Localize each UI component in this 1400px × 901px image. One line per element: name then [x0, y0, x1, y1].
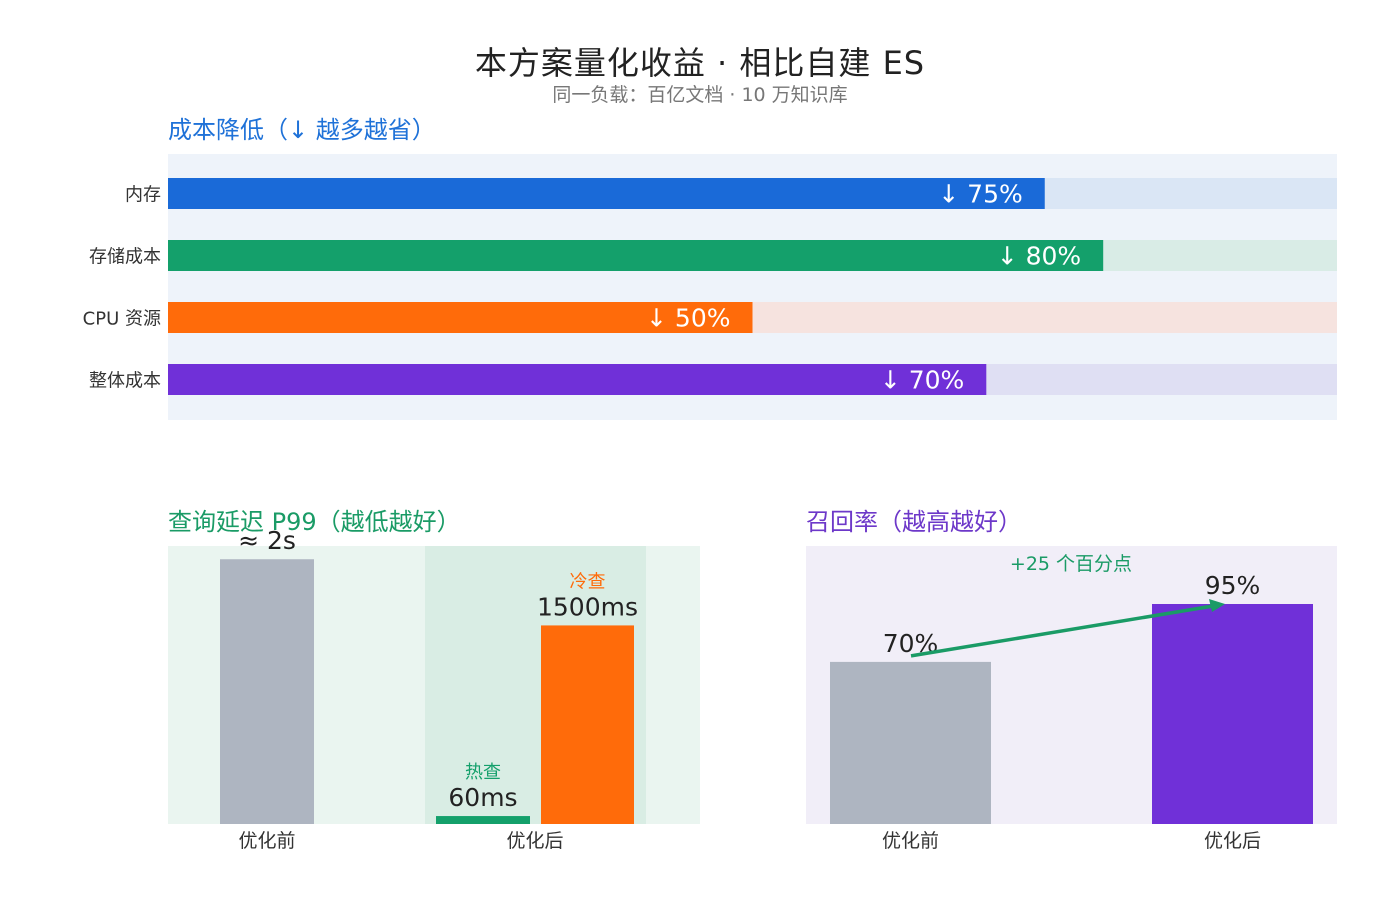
recall-category-label: 优化后 [1204, 830, 1261, 852]
cost-category-label: CPU 资源 [83, 309, 161, 330]
main-title: 本方案量化收益 · 相比自建 ES [474, 44, 926, 82]
latency-value-label: 60ms [448, 783, 517, 812]
cost-bar [168, 364, 987, 395]
latency-bar [220, 559, 314, 824]
main-subtitle: 同一负载：百亿文档 · 10 万知识库 [552, 84, 848, 106]
recall-section-title: 召回率（越高越好） [806, 508, 1022, 536]
latency-tag-label: 热查 [465, 762, 501, 783]
cost-bar-label: ↓ 70% [880, 366, 964, 395]
cost-bar-label: ↓ 80% [997, 242, 1081, 271]
latency-value-label: ≈ 2s [238, 526, 296, 555]
latency-category-label: 优化前 [238, 830, 295, 852]
latency-tag-label: 冷查 [570, 571, 606, 592]
latency-bar [541, 625, 634, 824]
cost-bar-label: ↓ 50% [646, 304, 730, 333]
recall-bar [1152, 604, 1313, 824]
cost-category-label: 内存 [125, 185, 161, 206]
latency-section-title: 查询延迟 P99（越低越好） [168, 508, 461, 536]
cost-bar-label: ↓ 75% [938, 180, 1022, 209]
latency-value-label: 1500ms [537, 592, 638, 621]
recall-increase-arrowhead [1209, 599, 1225, 612]
cost-category-label: 存储成本 [89, 247, 161, 268]
latency-bar [436, 816, 530, 824]
cost-section-title: 成本降低（↓ 越多越省） [168, 116, 436, 144]
cost-bar [168, 240, 1104, 271]
cost-bar [168, 178, 1045, 209]
recall-bar [830, 661, 991, 824]
recall-annotation: +25 个百分点 [1010, 553, 1132, 575]
recall-category-label: 优化前 [882, 830, 939, 852]
recall-value-label: 95% [1205, 571, 1261, 600]
cost-bar [168, 302, 753, 333]
latency-category-label: 优化后 [506, 830, 563, 852]
cost-category-label: 整体成本 [89, 371, 161, 392]
recall-increase-arrow-line [910, 604, 1214, 658]
